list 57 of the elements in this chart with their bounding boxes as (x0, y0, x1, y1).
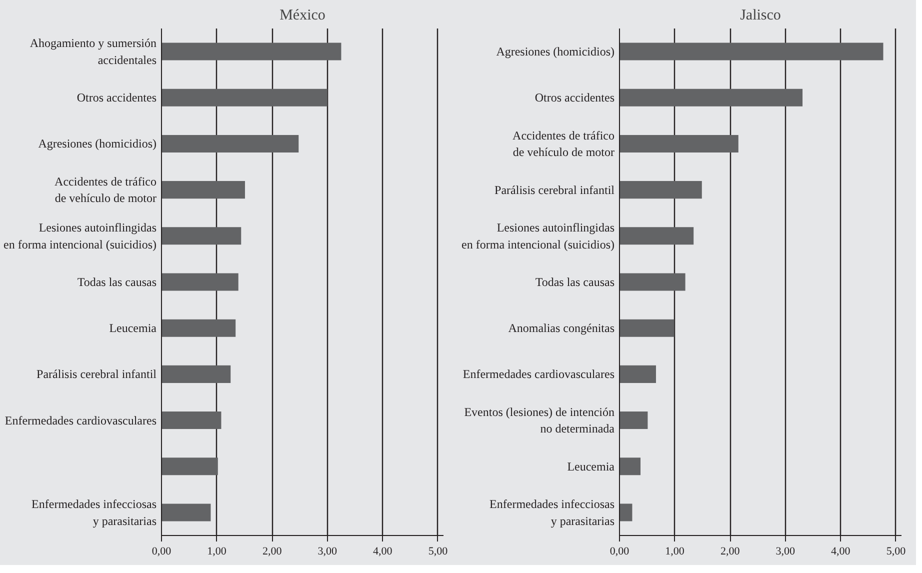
y-tick-label: Enfermedades infecciosas y parasitarias (490, 497, 615, 528)
bar (162, 42, 342, 60)
y-tick-label: Accidentes de tráfico de vehículo de motor (54, 174, 157, 206)
y-tick-label: Lesiones autoinflingidas en forma intencional (suicidios) (462, 220, 615, 252)
y-tick-label: Leucemia (109, 321, 158, 336)
x-tick-label: 1,00 (207, 546, 227, 558)
bar (162, 181, 245, 199)
y-tick-label: Enfermedades cardiovasculares (4, 413, 157, 428)
bar (162, 365, 231, 383)
bar (162, 88, 328, 106)
y-tick-label: Eventos (lesiones) de intención no determinada (464, 404, 616, 436)
bar (620, 181, 702, 199)
bar (620, 365, 656, 383)
y-tick-label: Ahogamiento y sumersión accidentales (30, 36, 157, 67)
bar (162, 227, 242, 245)
bar (162, 273, 238, 291)
chart-title: Jalisco (740, 8, 781, 24)
y-tick-label: Enfermedades infecciosas y parasitarias (32, 497, 157, 528)
y-tick-label: Lesiones autoinflingidas en forma intencional (suicidios) (4, 220, 157, 252)
y-tick-label: Otros accidentes (534, 90, 615, 105)
x-tick-label: 5,00 (886, 546, 906, 558)
bar (620, 319, 674, 337)
y-tick-label: Todas las causas (77, 275, 157, 289)
x-tick-label: 2,00 (720, 546, 740, 558)
bar (620, 227, 694, 245)
bar (162, 412, 222, 430)
bar (620, 412, 648, 430)
bar (162, 458, 218, 476)
bar (620, 504, 632, 522)
x-tick-label: 3,00 (776, 546, 796, 558)
y-tick-label: Parálisis cerebral infantil (494, 182, 616, 197)
bar (620, 273, 686, 291)
x-tick-label: 0,00 (152, 546, 172, 558)
y-tick-label: Parálisis cerebral infantil (36, 367, 158, 382)
x-tick-label: 2,00 (262, 546, 282, 558)
y-tick-label: Agresiones (homicidios) (38, 136, 157, 151)
bar (620, 88, 803, 106)
x-tick-label: 5,00 (428, 546, 448, 558)
bar (162, 319, 236, 337)
bar (162, 134, 299, 152)
y-tick-label: Anomalias congénitas (508, 321, 615, 336)
bar (620, 42, 884, 60)
y-tick-label: Enfermedades cardiovasculares (462, 367, 615, 382)
bar (162, 504, 211, 522)
y-tick-label: Accidentes de tráfico de vehículo de motor (512, 128, 615, 160)
x-tick-label: 4,00 (373, 546, 393, 558)
x-tick-label: 3,00 (318, 546, 338, 558)
x-tick-label: 1,00 (665, 546, 685, 558)
y-tick-label: Otros accidentes (76, 90, 157, 105)
x-tick-label: 0,00 (610, 546, 630, 558)
bar (620, 134, 738, 152)
x-tick-label: 4,00 (831, 546, 851, 558)
y-tick-label: Leucemia (567, 459, 616, 474)
y-tick-label: Agresiones (homicidios) (496, 44, 615, 59)
y-tick-label: Todas las causas (535, 275, 615, 289)
bar (620, 458, 641, 476)
chart-title: México (280, 8, 326, 24)
